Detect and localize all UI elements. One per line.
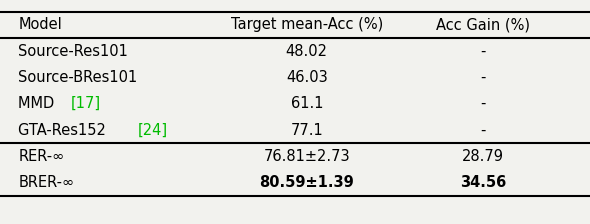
Text: [17]: [17]	[71, 96, 101, 111]
Text: 80.59±1.39: 80.59±1.39	[260, 175, 354, 190]
Text: 28.79: 28.79	[463, 149, 504, 164]
Text: 77.1: 77.1	[290, 123, 323, 138]
Text: -: -	[481, 96, 486, 111]
Text: Source-BRes101: Source-BRes101	[18, 70, 137, 85]
Text: Source-Res101: Source-Res101	[18, 44, 128, 59]
Text: Acc Gain (%): Acc Gain (%)	[437, 17, 530, 32]
Text: -: -	[481, 44, 486, 59]
Text: -: -	[481, 70, 486, 85]
Text: GTA-Res152: GTA-Res152	[18, 123, 111, 138]
Text: -: -	[481, 123, 486, 138]
Text: RER-∞: RER-∞	[18, 149, 64, 164]
Text: 48.02: 48.02	[286, 44, 328, 59]
Text: Target mean-Acc (%): Target mean-Acc (%)	[231, 17, 383, 32]
Text: MMD: MMD	[18, 96, 59, 111]
Text: 61.1: 61.1	[290, 96, 323, 111]
Text: 76.81±2.73: 76.81±2.73	[264, 149, 350, 164]
Text: 34.56: 34.56	[460, 175, 506, 190]
Text: 46.03: 46.03	[286, 70, 327, 85]
Text: BRER-∞: BRER-∞	[18, 175, 74, 190]
Text: [24]: [24]	[137, 123, 168, 138]
Text: Model: Model	[18, 17, 62, 32]
